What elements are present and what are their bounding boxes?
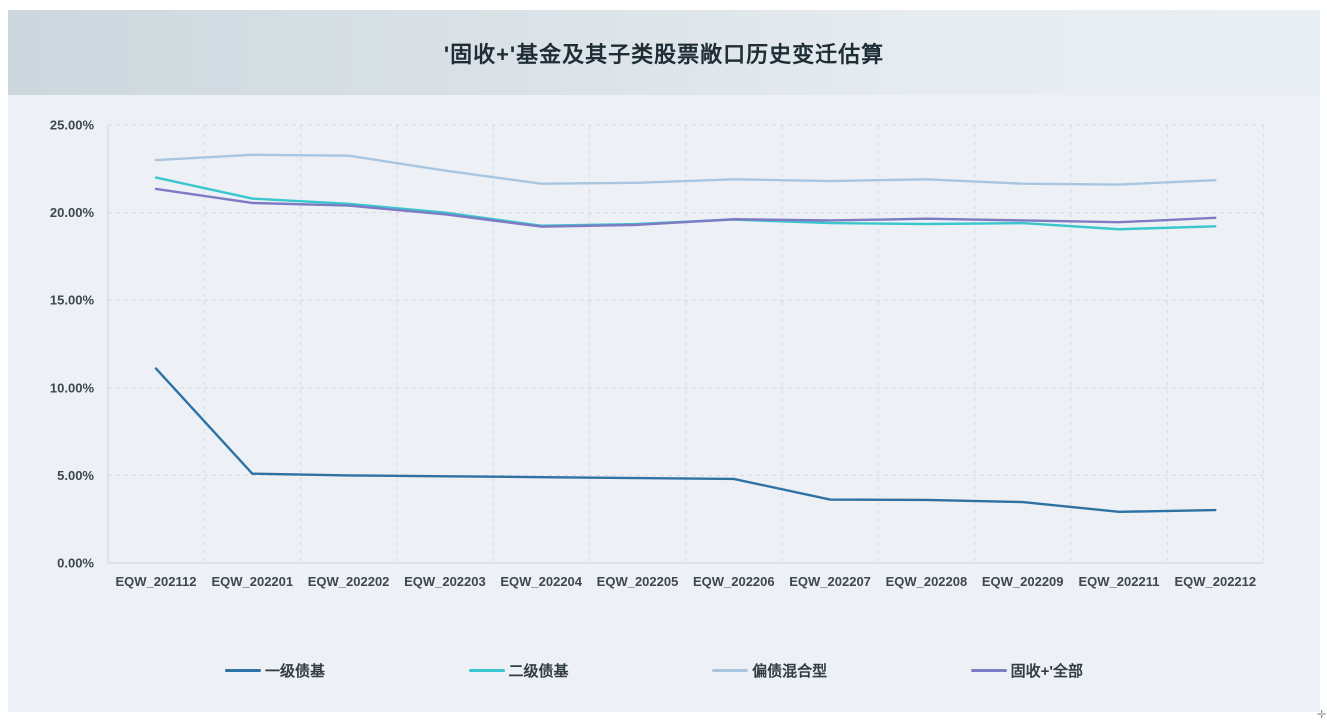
x-axis-tick-label: EQW_202212 — [1174, 574, 1256, 589]
chart-header: '固收+'基金及其子类股票敞口历史变迁估算 — [8, 10, 1320, 95]
y-axis-tick-label: 0.00% — [57, 556, 94, 571]
legend-marker-icon — [712, 668, 749, 672]
x-axis-tick-label: EQW_202201 — [211, 574, 293, 589]
legend-item-second-tier-bond-fund[interactable]: 二级债基 — [468, 660, 569, 681]
legend-marker-icon — [970, 668, 1007, 672]
chart-card: '固收+'基金及其子类股票敞口历史变迁估算 25.00% 20.00% 15.00%… — [8, 10, 1320, 712]
x-axis-tick-label: EQW_202208 — [886, 574, 968, 589]
x-axis-tick-label: EQW_202204 — [500, 574, 582, 589]
y-axis-tick-label: 10.00% — [50, 380, 95, 395]
legend-item-bond-biased-hybrid[interactable]: 偏债混合型 — [712, 660, 827, 681]
chart-area: 25.00% 20.00% 15.00% 10.00% 5.00% 0.00% EQW_20… — [8, 95, 1320, 712]
x-axis-tick-label: EQW_202203 — [404, 574, 486, 589]
x-axis-tick-label: EQW_202207 — [789, 574, 871, 589]
series-line-first-tier-bond-fund — [154, 367, 1217, 514]
legend-item-fixed-income-plus-all[interactable]: 固收+'全部 — [970, 660, 1083, 681]
legend-item-first-tier-bond-fund[interactable]: 一级债基 — [225, 660, 325, 681]
series-line-fixed-income-plus-all — [154, 187, 1217, 228]
legend-marker-icon — [225, 668, 261, 672]
x-axis-tick-label: EQW_202209 — [982, 574, 1064, 589]
legend-label: 一级债基 — [265, 662, 326, 680]
x-axis-tick-label: EQW_202211 — [1079, 574, 1160, 589]
y-axis-tick-label: 25.00% — [50, 118, 95, 133]
legend-label: 固收+'全部 — [1010, 662, 1083, 680]
legend-label: 偏债混合型 — [752, 662, 828, 680]
chart-legend: 一级债基 二级债基 偏债混合型 固收+'全部 — [8, 659, 1320, 681]
series-line-bond-biased-hybrid — [154, 153, 1217, 186]
x-axis-tick-label: EQW_202112 — [116, 574, 197, 589]
legend-label: 二级债基 — [508, 662, 569, 680]
x-axis-tick-label: EQW_202206 — [693, 574, 775, 589]
y-axis-tick-label: 20.00% — [50, 205, 95, 220]
chart-title: '固收+'基金及其子类股票敞口历史变迁估算 — [443, 41, 885, 67]
line-chart-canvas: 25.00% 20.00% 15.00% 10.00% 5.00% 0.00% EQW_20… — [50, 118, 1265, 589]
legend-marker-icon — [468, 668, 505, 672]
x-axis-tick-label: EQW_202202 — [308, 574, 390, 589]
x-axis-tick-label: EQW_202205 — [597, 574, 679, 589]
y-axis-tick-label: 5.00% — [57, 468, 94, 483]
y-axis-tick-label: 15.00% — [50, 293, 95, 308]
resize-handle-icon[interactable]: ✛ — [1317, 709, 1327, 721]
